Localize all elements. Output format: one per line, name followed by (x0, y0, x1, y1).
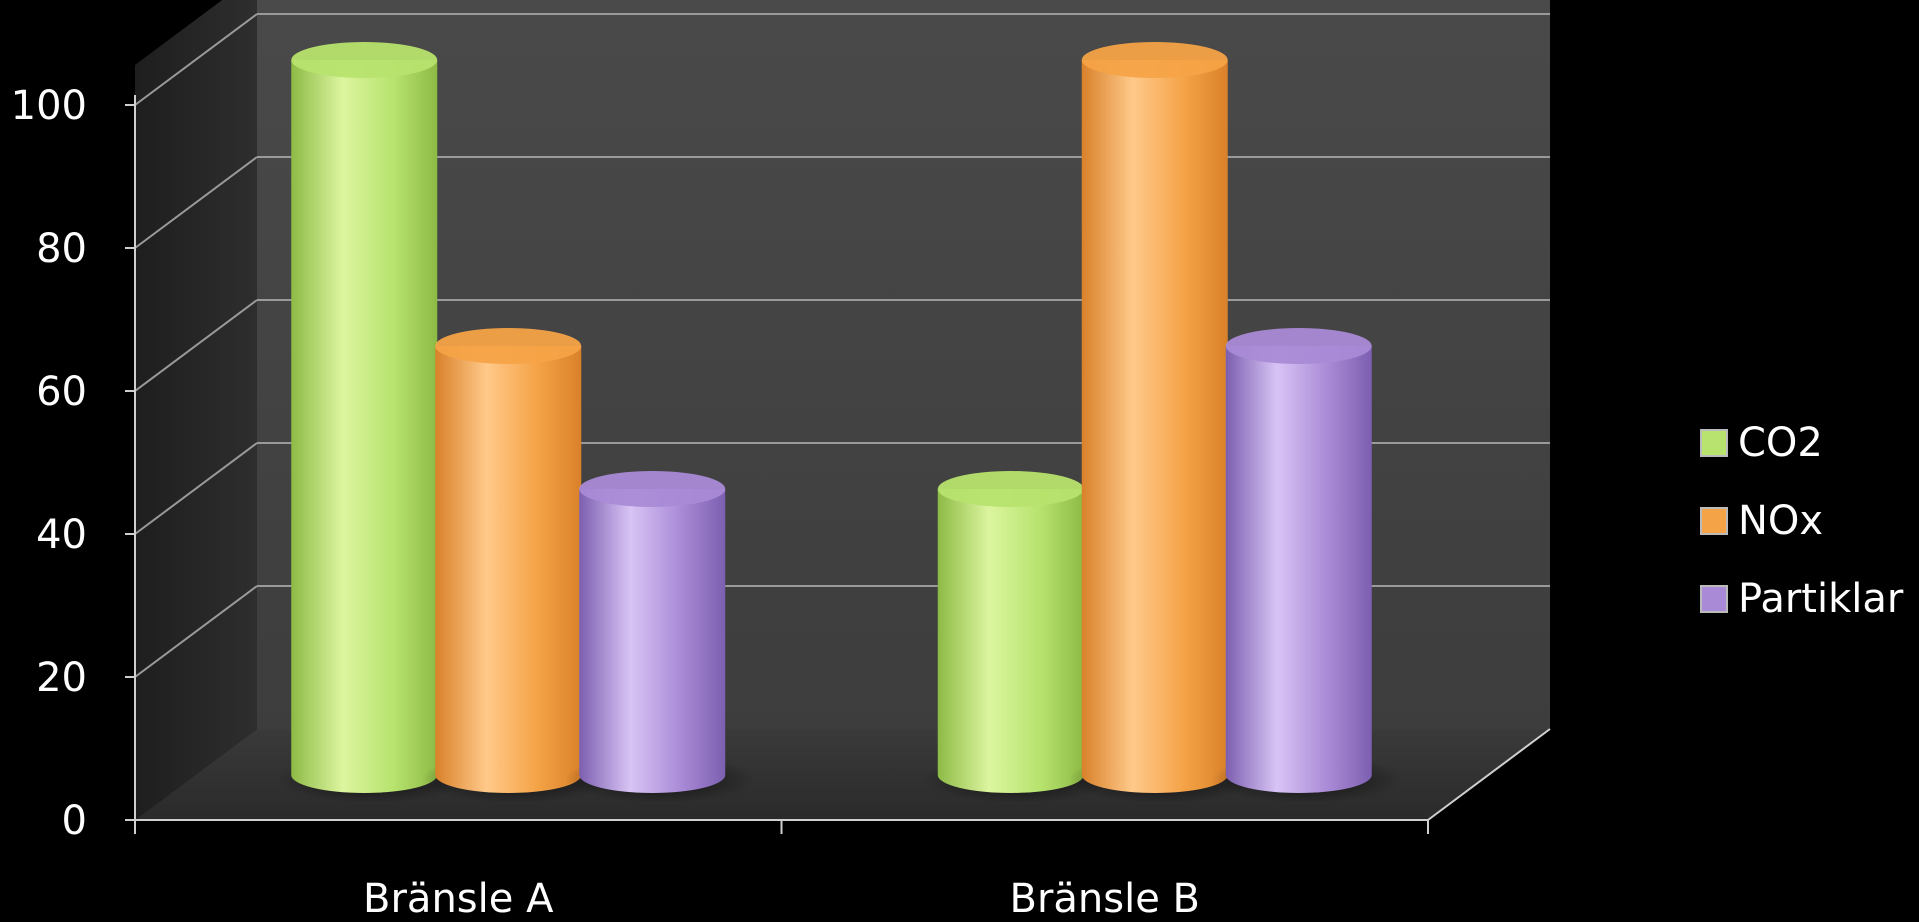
bar-body (291, 60, 438, 793)
bar-partiklar-2 (1211, 328, 1402, 803)
bar-top (579, 471, 726, 507)
y-tick-label: 0 (62, 798, 87, 844)
legend-item: CO2 (1700, 404, 1903, 482)
legend-swatch (1700, 585, 1728, 613)
gridline-side (134, 442, 258, 535)
bar-co2-2 (923, 471, 1114, 803)
floor-edge (1427, 728, 1551, 821)
bar-body (435, 346, 582, 793)
gridline-side (134, 156, 258, 249)
bar-top (435, 328, 582, 364)
y-tick-label: 100 (11, 83, 87, 129)
legend-label: CO2 (1738, 420, 1823, 466)
legend-swatch (1700, 507, 1728, 535)
bar-nox-1 (421, 328, 612, 803)
y-tick-label: 80 (36, 226, 87, 272)
bar-partiklar-1 (565, 471, 756, 803)
bar-top (1081, 42, 1228, 78)
y-tick-label: 40 (36, 512, 87, 558)
gridline-side (134, 299, 258, 392)
category-label: Bränsle B (1010, 876, 1200, 922)
bar-body (1225, 346, 1372, 793)
bar-top (1225, 328, 1372, 364)
bar-body (1081, 60, 1228, 793)
bar-nox-2 (1067, 42, 1258, 803)
legend-label: NOx (1738, 498, 1824, 544)
legend-item: Partiklar (1700, 560, 1903, 638)
gridline-side (134, 13, 258, 106)
gridline-side (134, 585, 258, 678)
legend-item: NOx (1700, 482, 1903, 560)
bar-body (579, 489, 726, 793)
legend-swatch (1700, 429, 1728, 457)
side-wall (135, 0, 257, 820)
bar-body (937, 489, 1084, 793)
y-tick-label: 60 (36, 369, 87, 415)
y-tick-label: 20 (36, 655, 87, 701)
bar-top (937, 471, 1084, 507)
legend: CO2 NOx Partiklar (1700, 404, 1903, 638)
category-label: Bränsle A (363, 876, 554, 922)
bar-co2-1 (277, 42, 468, 803)
bar-top (291, 42, 438, 78)
legend-label: Partiklar (1738, 576, 1904, 622)
